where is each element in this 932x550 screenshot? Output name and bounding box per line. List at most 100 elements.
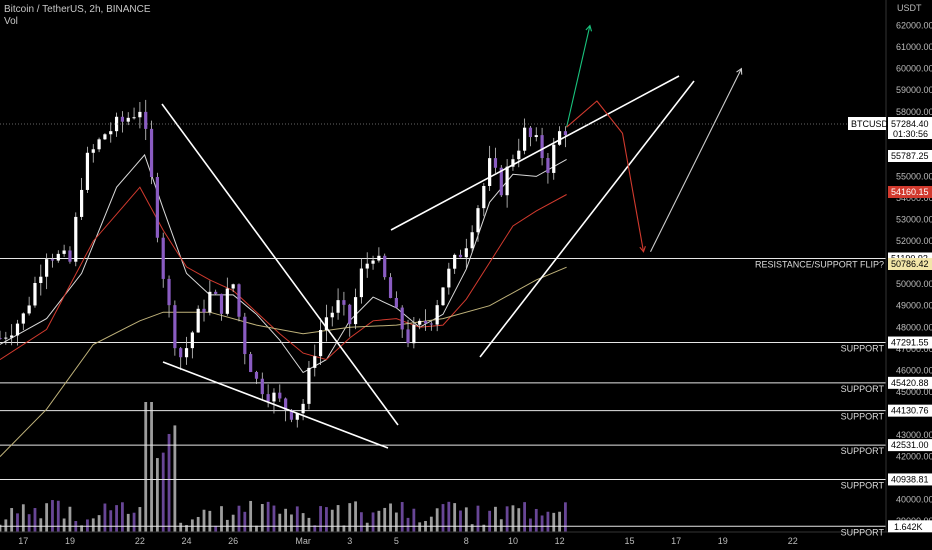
price-tick: 62000.00 bbox=[896, 21, 932, 31]
countdown: 01:30:56 bbox=[893, 129, 928, 139]
candle-body bbox=[85, 152, 90, 190]
falling-wedge-upper-line[interactable] bbox=[161, 103, 399, 426]
candle-body bbox=[511, 159, 515, 167]
candle-body bbox=[400, 307, 404, 330]
ma2-tag: 54160.15 bbox=[888, 186, 932, 198]
candle-body bbox=[190, 332, 194, 349]
rising-wedge-lower-line[interactable] bbox=[479, 80, 695, 358]
volume-bar bbox=[144, 402, 148, 532]
candle-body bbox=[33, 282, 37, 306]
price-axis[interactable]: 62000.00 61000.00 60000.00 59000.00 58000.00… bbox=[896, 21, 932, 527]
time-tick: 12 bbox=[555, 536, 565, 546]
volume-bar bbox=[126, 513, 130, 532]
candle-body bbox=[231, 284, 235, 289]
level-price: 42531.00 bbox=[891, 440, 929, 450]
volume-bar bbox=[523, 502, 527, 532]
candle-body bbox=[365, 263, 369, 269]
volume-bar bbox=[313, 525, 317, 532]
volume-bar bbox=[109, 510, 113, 532]
volume-bar bbox=[383, 507, 387, 532]
candle-body bbox=[62, 250, 66, 254]
candle-body bbox=[523, 127, 527, 151]
candle-body bbox=[132, 117, 136, 119]
candle-body bbox=[225, 288, 229, 314]
projection-arrowhead bbox=[736, 67, 743, 75]
volume-bar bbox=[202, 509, 206, 532]
volume-bar bbox=[284, 508, 288, 532]
time-tick: 15 bbox=[625, 536, 635, 546]
candle-body bbox=[348, 304, 352, 325]
candle-body bbox=[254, 372, 259, 379]
price-tick: 42000.00 bbox=[896, 452, 932, 462]
volume-bar bbox=[470, 524, 474, 532]
candle-body bbox=[423, 320, 428, 324]
candle-body bbox=[45, 259, 49, 277]
falling-wedge-lower-line[interactable] bbox=[162, 361, 389, 449]
volume-bar bbox=[161, 452, 165, 532]
volume-bar bbox=[185, 525, 188, 532]
candles bbox=[0, 99, 568, 428]
volume-bar bbox=[564, 502, 567, 532]
falling-wedge[interactable] bbox=[161, 103, 399, 449]
volume-bar bbox=[377, 510, 381, 532]
volume-bar bbox=[301, 513, 305, 532]
volume-bar bbox=[482, 524, 486, 532]
candle-body bbox=[324, 317, 329, 330]
time-tick: 19 bbox=[718, 536, 728, 546]
volume-bar bbox=[441, 504, 445, 532]
volume-bar bbox=[511, 505, 515, 532]
svg-text:55787.25: 55787.25 bbox=[891, 151, 929, 161]
volume-bar bbox=[307, 517, 311, 532]
volume-bar bbox=[394, 512, 398, 532]
volume-bar bbox=[173, 425, 177, 532]
volume-bar bbox=[319, 506, 322, 532]
volume-bar bbox=[447, 501, 451, 532]
symbol-tag: BTCUSDT bbox=[848, 117, 894, 130]
volume-bar bbox=[389, 503, 392, 532]
volume-bar bbox=[243, 511, 247, 532]
candle-body bbox=[196, 308, 200, 333]
price-tick: 47000.00 bbox=[896, 344, 932, 354]
candle-body bbox=[260, 378, 264, 395]
volume-bar bbox=[336, 505, 340, 532]
volume-bar bbox=[540, 515, 544, 532]
candle-body bbox=[249, 354, 253, 373]
volume-bar bbox=[435, 508, 439, 532]
candle-body bbox=[359, 268, 363, 298]
candle-body bbox=[528, 127, 533, 138]
volume-bar bbox=[121, 502, 124, 532]
volume-bar bbox=[103, 503, 107, 532]
volume-bar bbox=[290, 514, 293, 532]
volume-bar bbox=[4, 519, 8, 532]
candle-body bbox=[295, 413, 299, 420]
time-axis[interactable]: 17 19 22 24 26 Mar 3 5 8 10 12 15 17 19 22 bbox=[18, 536, 797, 546]
candle-body bbox=[534, 135, 538, 138]
candle-body bbox=[208, 291, 212, 313]
volume-bar bbox=[505, 506, 509, 532]
candle-body bbox=[307, 367, 311, 404]
candle-body bbox=[103, 134, 107, 140]
volume-bar bbox=[51, 500, 54, 532]
candle-body bbox=[493, 158, 498, 168]
level-label: RESISTANCE/SUPPORT FLIP? bbox=[755, 259, 884, 269]
rising-wedge[interactable] bbox=[390, 75, 695, 358]
volume-bar bbox=[371, 512, 375, 532]
level-price-tag bbox=[888, 404, 932, 417]
price-tick: 40000.00 bbox=[896, 495, 932, 505]
rising-wedge-upper-line[interactable] bbox=[390, 75, 680, 231]
svg-text:57284.40: 57284.40 bbox=[891, 119, 929, 129]
time-tick: 22 bbox=[135, 536, 145, 546]
volume-bar bbox=[488, 510, 492, 532]
price-tick: 46000.00 bbox=[896, 365, 932, 375]
candle-body bbox=[126, 117, 130, 122]
level-price: 47291.55 bbox=[891, 338, 929, 348]
candle-body bbox=[388, 277, 393, 298]
volume-bar bbox=[260, 503, 264, 532]
volume-bar bbox=[278, 513, 282, 532]
price-tick: 60000.00 bbox=[896, 64, 932, 74]
candle-body bbox=[219, 293, 224, 314]
volume-bar bbox=[138, 507, 142, 532]
level-label: SUPPORT bbox=[841, 384, 885, 394]
candle-body bbox=[557, 131, 562, 145]
